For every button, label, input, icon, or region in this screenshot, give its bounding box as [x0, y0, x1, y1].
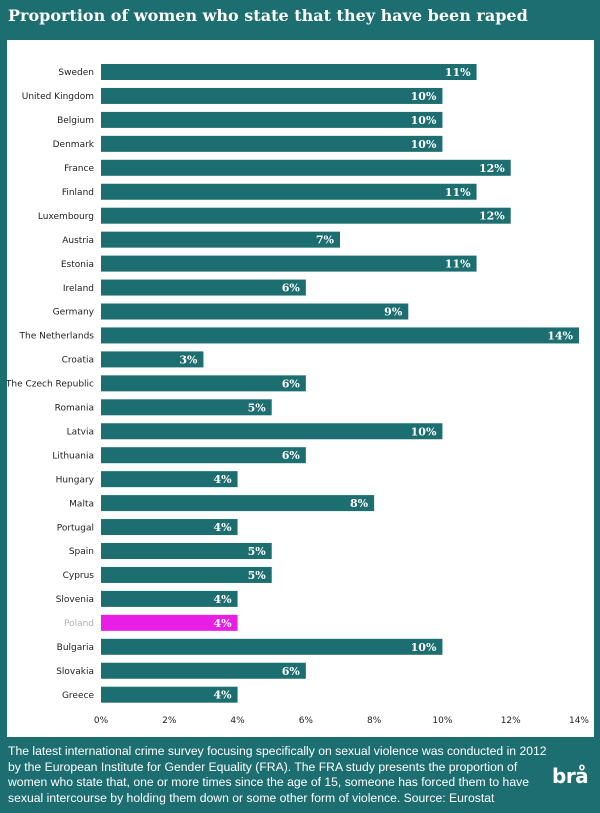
value-label: 5% — [248, 545, 267, 558]
value-label: 4% — [213, 473, 232, 486]
bar — [101, 614, 238, 631]
x-tick-label: 4% — [230, 716, 245, 726]
x-tick-label: 12% — [501, 716, 521, 726]
chart-title: Proportion of women who state that they … — [8, 6, 528, 25]
category-label: Hungary — [56, 475, 95, 485]
category-label: Spain — [69, 547, 94, 557]
bar — [101, 423, 443, 440]
category-label: Sweden — [58, 68, 94, 78]
bar — [101, 495, 375, 512]
bar — [101, 447, 306, 464]
category-label: Denmark — [53, 140, 95, 150]
category-label: Malta — [69, 499, 94, 509]
value-label: 10% — [411, 425, 437, 438]
category-label: Belgium — [57, 116, 94, 126]
bar — [101, 399, 272, 416]
category-label: Latvia — [67, 427, 94, 437]
bar — [101, 351, 204, 368]
value-label: 3% — [179, 353, 198, 366]
bar — [101, 471, 238, 488]
category-label: United Kingdom — [22, 92, 94, 102]
bar — [101, 519, 238, 536]
bar — [101, 64, 477, 80]
category-label: Luxembourg — [38, 212, 94, 222]
value-label: 11% — [445, 186, 471, 199]
value-label: 4% — [213, 521, 232, 534]
category-label: Germany — [53, 308, 95, 318]
value-label: 10% — [411, 641, 437, 654]
value-label: 10% — [411, 138, 437, 151]
bar — [101, 662, 306, 679]
value-label: 6% — [282, 665, 301, 678]
x-tick-label: 6% — [299, 716, 314, 726]
value-label: 5% — [248, 401, 267, 414]
bar — [101, 207, 511, 224]
x-tick-label: 0% — [94, 716, 109, 726]
bar — [101, 543, 272, 559]
value-label: 11% — [445, 258, 471, 271]
bar — [101, 159, 511, 176]
value-label: 5% — [248, 569, 267, 582]
value-label: 6% — [282, 377, 301, 390]
bar — [101, 111, 443, 128]
x-tick-label: 2% — [162, 716, 177, 726]
value-label: 11% — [445, 66, 471, 79]
x-tick-label: 10% — [432, 716, 452, 726]
bar — [101, 638, 443, 655]
bar — [101, 87, 443, 104]
category-label: Slovakia — [56, 667, 94, 677]
bar — [101, 327, 579, 344]
bar — [101, 231, 340, 248]
category-label: Ireland — [63, 284, 94, 294]
value-label: 6% — [282, 282, 301, 295]
bar — [101, 279, 306, 296]
bar — [101, 135, 443, 152]
category-label: Portugal — [57, 523, 94, 533]
bar — [101, 566, 272, 583]
value-label: 9% — [384, 306, 403, 319]
category-label: Estonia — [61, 260, 94, 270]
value-label: 10% — [411, 114, 437, 127]
category-label: The Czech Republic — [7, 380, 94, 390]
bar — [101, 686, 238, 703]
value-label: 4% — [213, 593, 232, 606]
bar — [101, 590, 238, 607]
x-tick-label: 14% — [569, 716, 589, 726]
bar-chart: Sweden 11% United Kingdom 10% Belgium 10% Denm… — [7, 64, 589, 726]
value-label: 4% — [213, 689, 232, 702]
category-label: The Netherlands — [19, 332, 95, 342]
category-label: Austria — [62, 236, 94, 246]
category-label: Finland — [62, 188, 94, 198]
category-label: Romania — [55, 404, 94, 414]
value-label: 14% — [547, 329, 573, 342]
bar — [101, 255, 477, 272]
value-label: 8% — [350, 497, 369, 510]
chart-caption: The latest international crime survey fo… — [8, 744, 547, 805]
value-label: 12% — [479, 162, 505, 175]
bar — [101, 375, 306, 392]
bar — [101, 303, 409, 320]
bra-logo: brå — [552, 764, 589, 788]
category-label: France — [64, 164, 94, 174]
plot-area: Sweden 11% United Kingdom 10% Belgium 10% Denm… — [7, 40, 594, 737]
category-label: Poland — [64, 619, 94, 629]
value-label: 7% — [316, 234, 335, 247]
value-label: 4% — [213, 617, 232, 630]
x-tick-label: 8% — [367, 716, 382, 726]
category-label: Bulgaria — [57, 643, 94, 653]
value-label: 10% — [411, 90, 437, 103]
category-label: Greece — [62, 691, 94, 701]
bar — [101, 183, 477, 200]
category-label: Croatia — [62, 356, 94, 366]
category-label: Lithuania — [52, 451, 94, 461]
category-label: Cyprus — [63, 571, 95, 581]
category-label: Slovenia — [56, 595, 94, 605]
value-label: 12% — [479, 210, 505, 223]
value-label: 6% — [282, 449, 301, 462]
